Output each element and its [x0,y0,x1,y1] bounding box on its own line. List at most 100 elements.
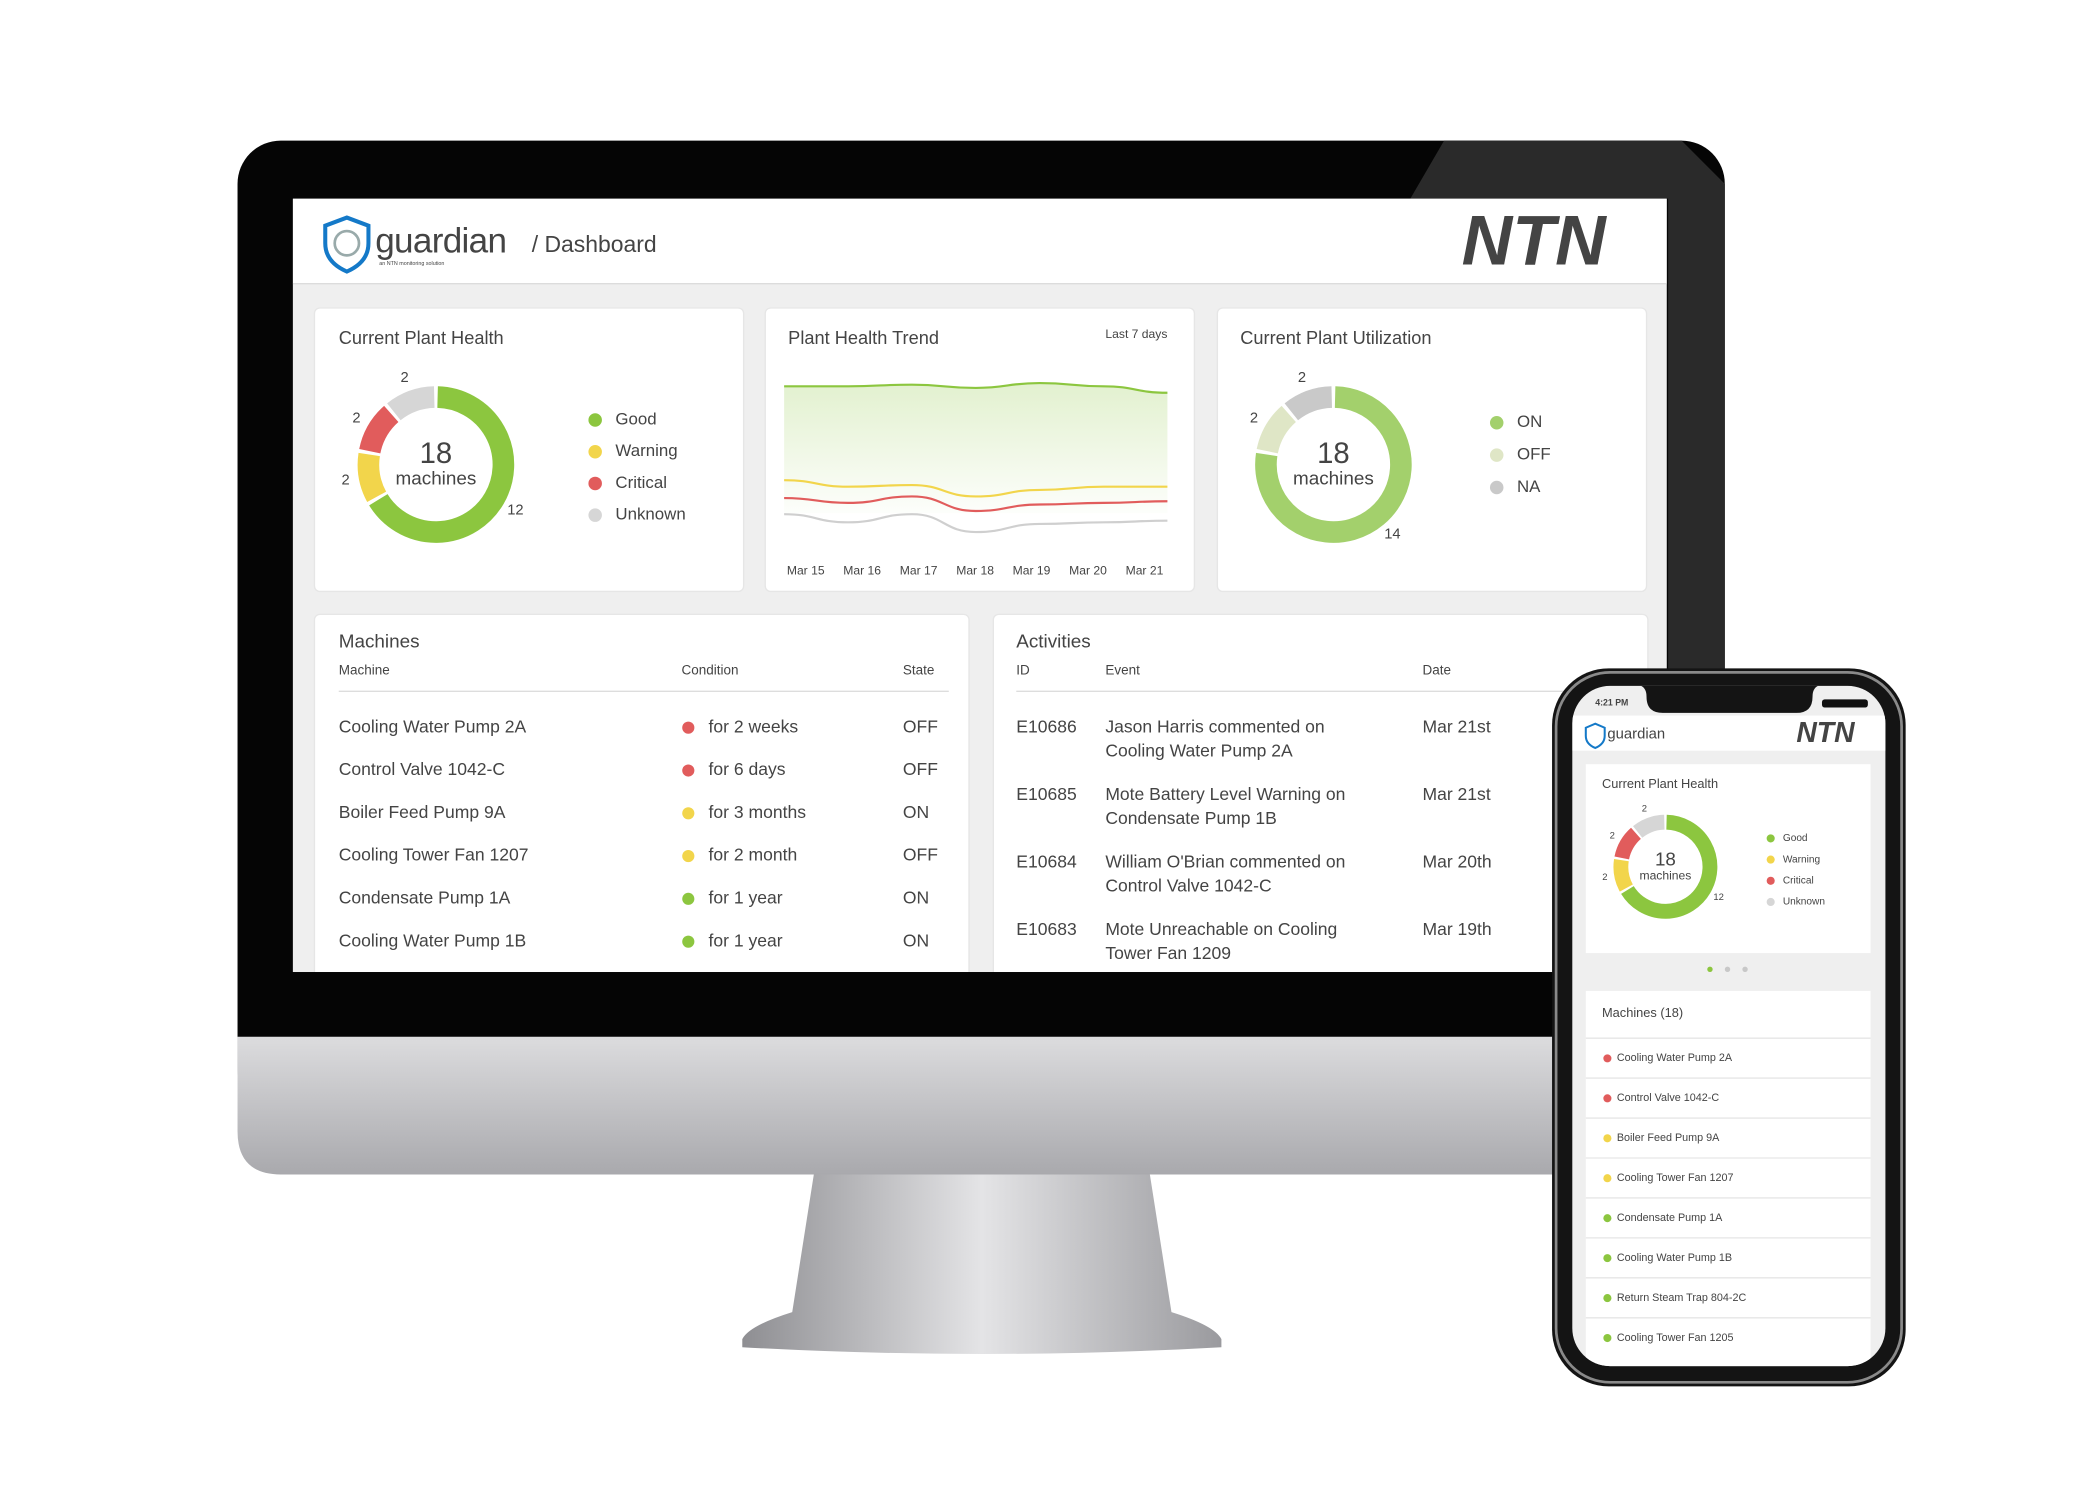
donut-segment [1284,386,1333,421]
legend-label: OFF [1517,445,1551,464]
trend-line [784,381,1168,394]
legend-label: Critical [1783,875,1814,886]
brand-name: guardian [1607,726,1665,742]
phone-edge [1554,671,1903,1384]
trend-line [784,479,1168,498]
brand-name: guardian [375,221,506,260]
segment-label: 2 [341,472,349,488]
machine-name: Boiler Feed Pump 9A [1617,1132,1720,1144]
activity-event: Condensate Pump 1B [1105,808,1277,828]
center-label: machines [1293,468,1374,489]
status-dot [1603,1214,1612,1223]
ntn-logo: NTN [1796,717,1855,749]
center-value: 18 [1655,848,1676,869]
legend-dot [588,413,602,427]
status-dot [1603,1254,1612,1263]
x-tick-label: Mar 20 [1069,563,1107,577]
condition: for 1 year [709,888,783,908]
column-header: State [903,663,935,678]
machine-name: Control Valve 1042-C [1617,1092,1719,1104]
brand-bearing [333,229,361,257]
state: OFF [903,716,938,736]
header-bar [292,198,1667,284]
trend-line [784,513,1168,534]
condition-dot [682,721,695,734]
legend-label: Unknown [615,505,685,524]
segment-label: 2 [1610,831,1615,842]
x-tick-label: Mar 21 [1126,563,1164,577]
legend-label: Unknown [1783,897,1825,908]
card-title: Machines [339,632,420,653]
donut-segment [1633,814,1665,838]
machine-name: Condensate Pump 1A [339,888,511,908]
machine-name: Control Valve 1042-C [339,759,505,779]
legend-dot [588,508,602,522]
donut-segment [1614,827,1642,860]
brand-tagline: an NTN monitoring solution [379,261,444,267]
legend-label: Warning [1783,854,1820,865]
activity-event: Tower Fan 1209 [1105,943,1231,963]
trend-line [784,495,1168,513]
center-value: 18 [420,437,453,470]
donut-segment [357,452,387,502]
machine-name: Condensate Pump 1A [1617,1212,1723,1224]
card [1585,990,1871,1367]
donut-segment [369,386,515,543]
legend-label: Good [615,409,656,428]
column-header: Machine [339,663,390,678]
legend-dot [1766,897,1775,907]
column-header: ID [1016,663,1030,678]
legend-dot [588,444,602,459]
x-tick-label: Mar 17 [900,563,938,577]
brand-shield [1584,722,1606,750]
phone-notch [1641,685,1818,713]
card-title: Current Plant Health [339,328,504,348]
condition: for 3 months [709,802,807,822]
card-title: Machines (18) [1602,1005,1683,1020]
legend-label: Warning [615,441,677,460]
status-dot [1603,1174,1612,1183]
donut-segment [1256,405,1297,454]
center-label: machines [1639,869,1691,883]
monitor-stand [742,1174,1222,1354]
legend-dot [1766,855,1775,864]
state: ON [903,802,929,822]
card [992,613,1649,973]
page-dot [1742,966,1748,973]
activity-event: Control Valve 1042-C [1105,876,1271,896]
machine-name: Cooling Tower Fan 1205 [1617,1332,1734,1344]
x-tick-label: Mar 19 [1013,563,1051,577]
segment-label: 2 [1250,411,1258,427]
card [1216,307,1648,593]
legend-dot [1766,876,1775,885]
status-dot [1603,1094,1612,1103]
legend-dot [588,476,602,491]
card [1585,764,1871,954]
machine-name: Cooling Water Pump 1B [339,930,526,950]
brand-shield [323,215,371,274]
column-header: Date [1422,663,1450,678]
page-dot [1707,966,1713,973]
status-dot [1603,1054,1612,1063]
legend-dot [1489,415,1504,430]
condition: for 2 weeks [709,716,799,736]
activity-date: Mar 21st [1422,784,1490,804]
breadcrumb: / Dashboard [532,231,657,257]
activity-id: E10683 [1016,919,1076,939]
segment-label: 2 [1602,872,1607,883]
legend-dot [1489,480,1504,495]
machine-name: Boiler Feed Pump 9A [339,802,506,822]
segment-label: 2 [1298,370,1306,386]
condition-dot [682,764,695,777]
activity-event: William O'Brian commented on [1105,851,1345,871]
card [313,613,970,973]
activity-id: E10684 [1016,851,1077,871]
legend-dot [1766,834,1775,843]
activity-event: Jason Harris commented on [1105,716,1324,736]
card-subtitle: Last 7 days [1105,327,1167,341]
machine-name: Cooling Water Pump 2A [339,716,527,736]
page-dot [1724,966,1731,973]
